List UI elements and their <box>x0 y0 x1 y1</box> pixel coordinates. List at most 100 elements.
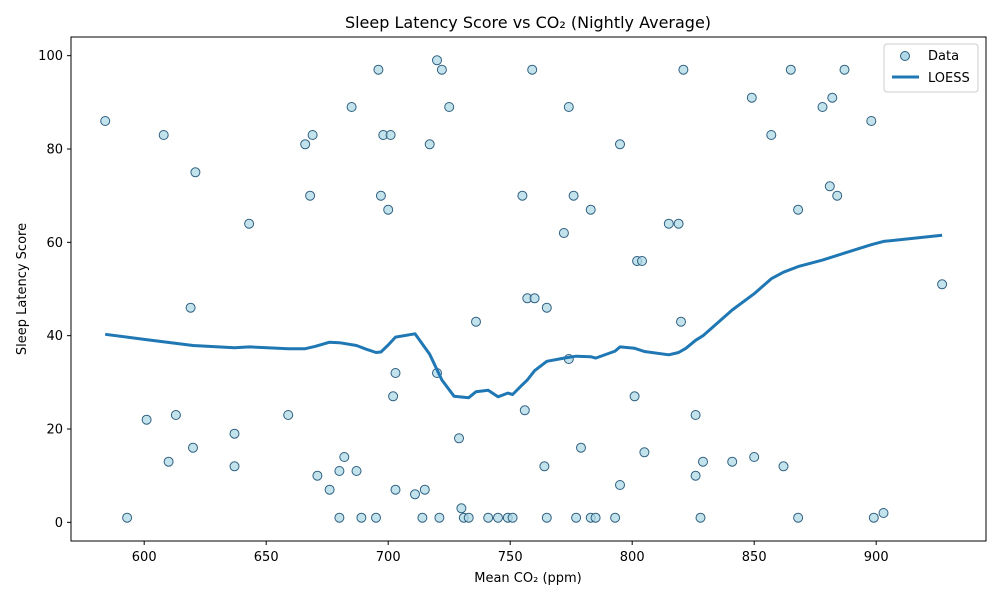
y-tick-label: 60 <box>46 236 63 251</box>
x-tick-label: 800 <box>620 550 645 565</box>
y-axis-title: Sleep Latency Score <box>15 223 30 355</box>
x-tick-label: 850 <box>742 550 767 565</box>
data-point <box>663 218 674 229</box>
data-point <box>698 456 708 467</box>
data-point <box>558 228 569 238</box>
data-point <box>185 302 196 313</box>
data-point <box>541 512 552 523</box>
data-point <box>346 102 357 112</box>
data-point <box>444 102 455 112</box>
data-point <box>749 452 760 462</box>
data-point <box>163 456 174 467</box>
legend-label-loess: LOESS <box>928 71 970 86</box>
data-point <box>727 456 738 467</box>
data-point <box>539 461 550 472</box>
data-point <box>827 92 838 103</box>
data-point <box>419 484 430 495</box>
data-point <box>778 461 789 472</box>
data-point <box>824 181 835 192</box>
y-tick-label: 20 <box>46 423 63 438</box>
data-point <box>493 512 503 523</box>
plot-area <box>100 55 948 523</box>
data-point <box>229 428 240 439</box>
data-point <box>244 218 255 229</box>
y-tick-label: 100 <box>38 49 63 64</box>
data-point <box>190 167 201 178</box>
x-tick-label: 700 <box>376 550 401 565</box>
data-point <box>690 470 701 481</box>
data-point <box>793 204 804 215</box>
data-point <box>678 64 689 75</box>
y-axis: 0 20 40 60 80 100 <box>38 49 71 531</box>
data-point <box>746 92 757 103</box>
data-point <box>568 190 579 201</box>
data-point <box>541 302 552 313</box>
data-point <box>615 139 625 150</box>
data-point <box>434 512 445 523</box>
data-point <box>410 489 420 500</box>
data-point <box>188 442 198 453</box>
data-point <box>432 55 442 66</box>
data-point <box>937 279 948 290</box>
data-point <box>312 470 323 481</box>
x-tick-label: 600 <box>132 550 157 565</box>
data-point <box>673 218 684 229</box>
data-point <box>122 512 133 523</box>
data-point <box>576 442 586 453</box>
data-point <box>385 130 396 140</box>
data-point <box>356 512 367 523</box>
legend-label-data: Data <box>928 49 959 64</box>
data-point <box>695 512 706 523</box>
data-point <box>334 466 345 476</box>
x-axis: 600 650 700 750 800 850 900 <box>132 541 889 565</box>
x-tick-label: 900 <box>864 550 889 565</box>
data-point <box>517 190 528 201</box>
data-point <box>639 447 650 458</box>
data-point <box>324 484 335 495</box>
data-point <box>637 256 647 266</box>
data-point <box>307 130 318 140</box>
y-tick-label: 0 <box>55 516 63 531</box>
data-point <box>793 512 804 523</box>
data-point <box>436 64 447 75</box>
data-point <box>868 512 879 523</box>
data-point <box>629 391 640 402</box>
data-point <box>585 204 596 215</box>
data-point <box>454 433 464 444</box>
data-point <box>417 512 428 523</box>
x-tick-label: 750 <box>498 550 523 565</box>
data-point <box>878 508 889 518</box>
data-point <box>424 139 435 150</box>
data-point <box>527 64 538 75</box>
data-point <box>839 64 850 75</box>
data-point <box>390 368 401 378</box>
x-axis-title: Mean CO₂ (ppm) <box>474 571 582 586</box>
data-point <box>339 452 350 462</box>
data-point <box>519 405 530 416</box>
data-point <box>158 130 169 140</box>
data-point <box>615 480 625 490</box>
y-tick-label: 40 <box>46 329 63 344</box>
data-point <box>300 139 311 150</box>
data-point <box>388 391 399 402</box>
data-point <box>563 102 574 112</box>
data-point <box>610 512 621 523</box>
data-point <box>283 410 294 420</box>
data-point <box>590 512 601 523</box>
data-point <box>571 512 582 523</box>
data-point <box>371 512 381 523</box>
data-point <box>390 484 401 495</box>
data-point <box>373 64 384 75</box>
chart-title: Sleep Latency Score vs CO₂ (Nightly Aver… <box>345 13 711 32</box>
data-point <box>229 461 240 472</box>
data-point <box>305 190 316 201</box>
data-point <box>471 316 481 327</box>
data-point <box>676 316 686 327</box>
data-point <box>456 503 467 514</box>
x-tick-label: 650 <box>254 550 279 565</box>
data-point <box>766 130 777 140</box>
data-point <box>463 512 474 523</box>
data-point <box>817 102 828 112</box>
